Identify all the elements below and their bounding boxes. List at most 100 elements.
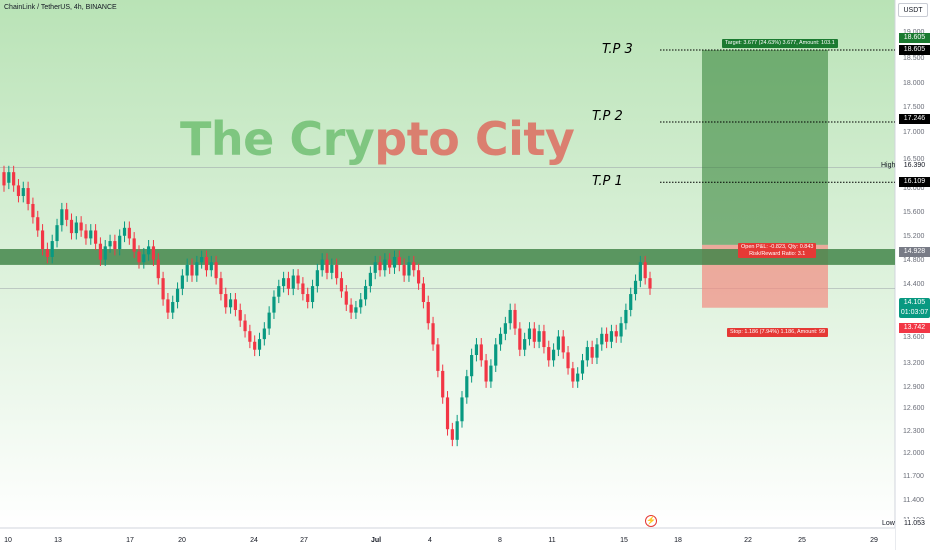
candle xyxy=(50,234,54,264)
candle xyxy=(79,216,83,237)
candle-body xyxy=(277,286,281,297)
x-tick-label: 13 xyxy=(54,537,62,544)
candle-body xyxy=(118,235,122,250)
candle-body xyxy=(392,256,397,268)
candle xyxy=(16,179,21,203)
candle-body xyxy=(383,259,387,271)
candle-body xyxy=(7,172,11,183)
candle xyxy=(445,391,450,436)
watermark-logo: The Crypto City xyxy=(180,112,575,166)
candle-body xyxy=(325,259,329,273)
candle-body xyxy=(103,246,107,260)
candle xyxy=(590,340,594,365)
candle xyxy=(282,271,286,293)
candle-body xyxy=(315,270,319,287)
candle-body xyxy=(21,188,25,197)
candle xyxy=(21,181,25,203)
symbol-title[interactable]: ChainLink / TetherUS, 4h, BINANCE xyxy=(4,4,117,11)
candle xyxy=(69,213,74,240)
x-tick-label: 18 xyxy=(674,537,682,544)
candle-body xyxy=(243,320,247,332)
candle xyxy=(523,332,527,357)
candle xyxy=(426,295,430,330)
candle-body xyxy=(349,304,353,313)
y-tick-label: 11.700 xyxy=(903,473,924,480)
candle xyxy=(547,340,551,367)
candle xyxy=(74,216,78,240)
candle-body xyxy=(214,262,218,279)
candle xyxy=(315,263,319,293)
x-tick-label: 10 xyxy=(4,537,12,544)
candle xyxy=(166,293,170,319)
candle xyxy=(204,250,209,277)
candle xyxy=(441,364,445,404)
candle xyxy=(383,253,387,277)
y-tick-label: 15.200 xyxy=(903,233,925,240)
candle-body xyxy=(16,185,21,197)
candle-body xyxy=(267,312,271,329)
candle-body xyxy=(605,333,609,342)
candle-body xyxy=(12,172,16,186)
candle-body xyxy=(50,241,54,257)
candle-body xyxy=(55,225,59,242)
candle-body xyxy=(310,286,315,303)
candle xyxy=(272,290,276,319)
candle-body xyxy=(93,230,98,244)
candle xyxy=(527,322,532,346)
candle xyxy=(354,300,358,319)
candle xyxy=(436,338,440,378)
candle-body xyxy=(2,172,6,186)
candle xyxy=(605,327,609,349)
y-tick-label: 13.200 xyxy=(903,360,925,367)
candle-body xyxy=(171,302,175,313)
watermark-part-a: The Cry xyxy=(180,112,375,166)
candle xyxy=(214,255,218,285)
y-tick-label: 18.000 xyxy=(903,80,925,87)
candle xyxy=(633,274,638,301)
candle-body xyxy=(31,203,35,218)
candle-body xyxy=(629,294,633,310)
candle-body xyxy=(60,209,64,226)
candle-body xyxy=(532,328,536,342)
candle xyxy=(2,165,6,192)
candle xyxy=(431,316,435,351)
candle xyxy=(392,250,397,274)
candle-body xyxy=(286,278,291,289)
lightning-icon[interactable]: ⚡ xyxy=(645,515,657,527)
candle xyxy=(310,279,315,309)
candle xyxy=(407,255,411,282)
currency-badge[interactable]: USDT xyxy=(898,3,928,17)
candle xyxy=(103,240,107,266)
pnl-line-2: Risk/Reward Ratio: 3.1 xyxy=(749,250,806,257)
candle-body xyxy=(233,299,238,310)
candle-body xyxy=(373,262,377,273)
candle-body xyxy=(65,209,69,220)
y-tick-label: 17.500 xyxy=(903,104,925,111)
candle xyxy=(55,218,59,248)
candle xyxy=(31,197,35,224)
candle-body xyxy=(113,241,117,250)
candle-body xyxy=(542,331,546,348)
candle-body xyxy=(580,360,585,374)
candle xyxy=(127,221,131,245)
pnl-info-tag[interactable]: Open P&L: -0.823, Qty: 0.843 Risk/Reward… xyxy=(738,243,817,258)
candle-body xyxy=(585,347,589,361)
countdown-timer: 01:03:07 xyxy=(900,309,929,316)
candle-body xyxy=(359,299,363,308)
candle xyxy=(26,181,30,211)
stop-info-tag[interactable]: Stop: 1.186 (7.94%) 1.186, Amount: 99 xyxy=(727,328,829,337)
y-tick-label: 18.500 xyxy=(903,55,925,62)
current-price: 14.105 xyxy=(903,299,926,306)
candle-body xyxy=(609,331,614,342)
price-tag-high: 16.390 xyxy=(899,161,930,171)
candle xyxy=(325,253,329,280)
low-label: Low xyxy=(882,520,895,527)
candle-body xyxy=(450,429,454,440)
x-tick-label: 25 xyxy=(798,537,806,544)
y-tick-label: 14.800 xyxy=(903,257,925,264)
candle xyxy=(624,303,628,330)
candle xyxy=(330,258,334,280)
candle xyxy=(224,287,228,314)
target-info-tag[interactable]: Target: 3.677 (24.63%) 3.677, Amount: 10… xyxy=(722,39,838,48)
